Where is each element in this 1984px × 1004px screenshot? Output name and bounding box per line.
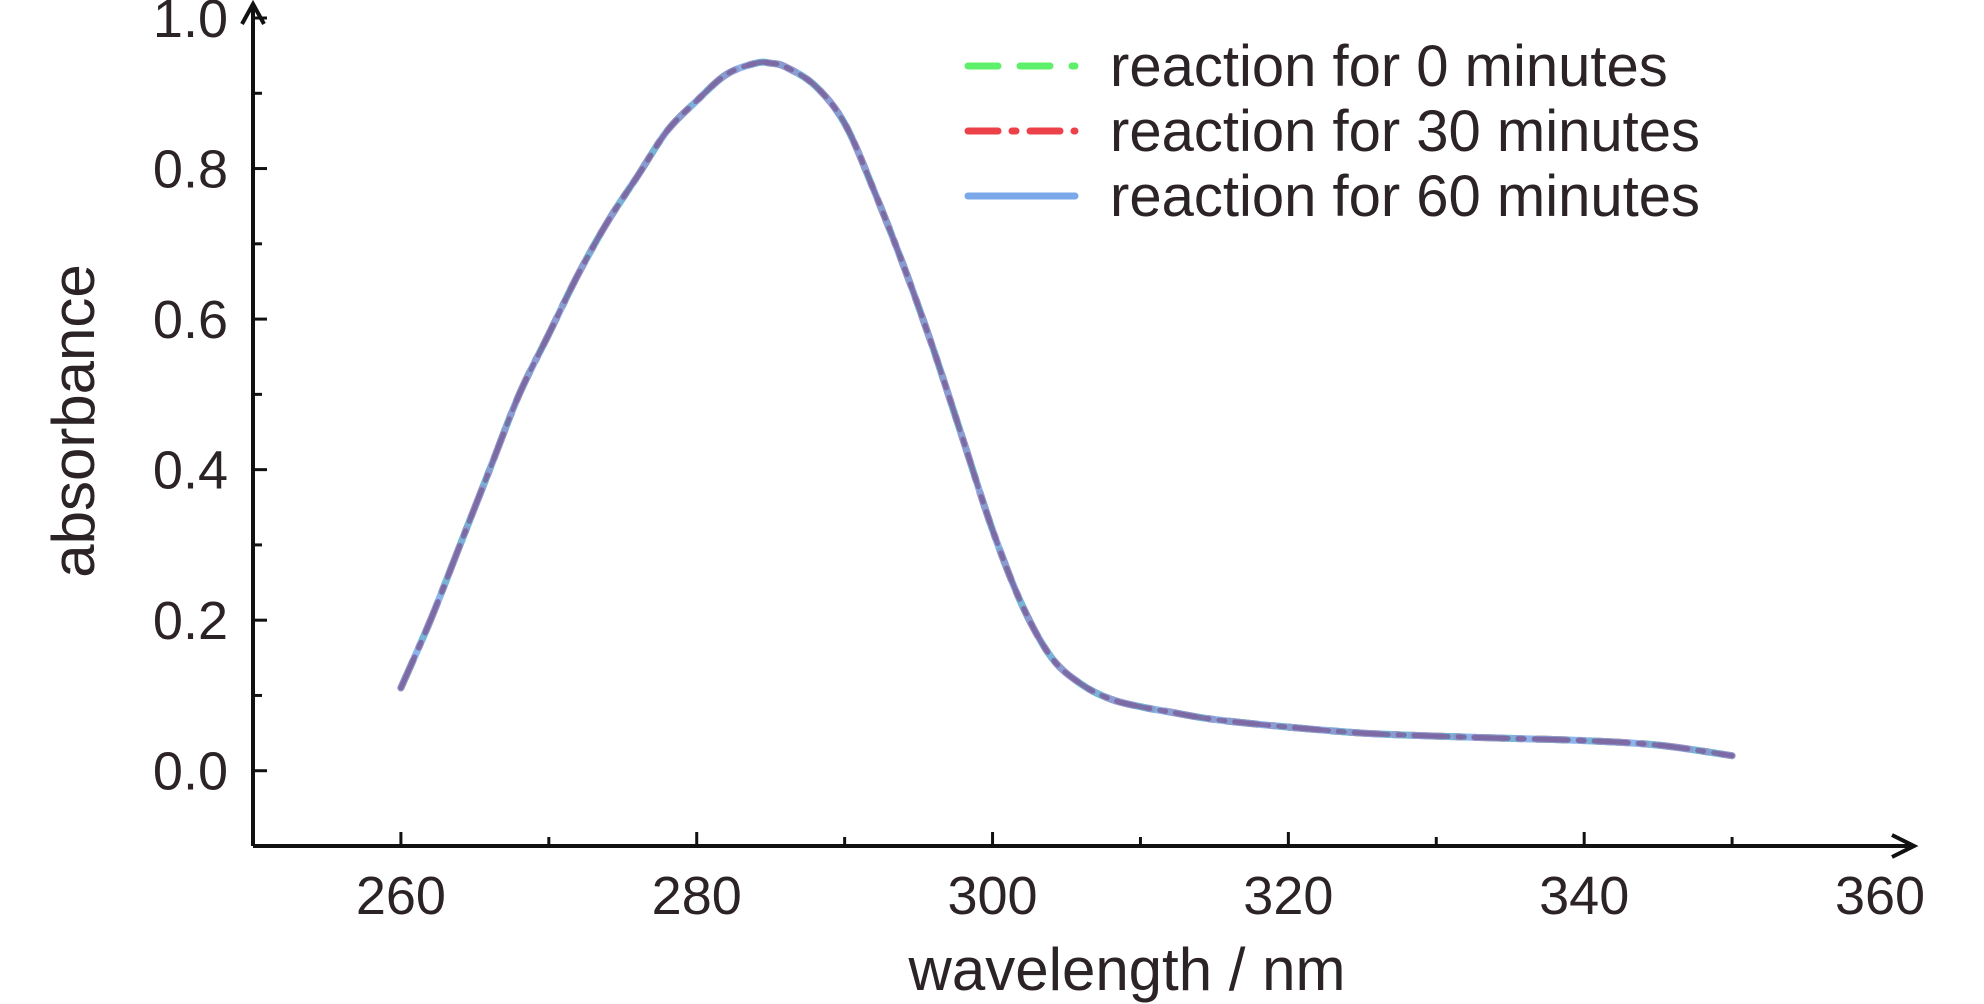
x-axis-arrow [1891,833,1919,859]
y-tick-label: 0.0 [153,742,228,802]
series-overlap-tint [398,59,1735,759]
y-tick-label: 0.6 [153,290,228,350]
axes [240,0,1919,859]
x-tick-label: 320 [1243,866,1333,926]
legend-label-2: reaction for 30 minutes [1110,99,1700,164]
x-tick-label: 300 [947,866,1037,926]
y-tick-label: 0.4 [153,441,228,501]
y-tick-label: 0.8 [153,140,228,200]
y-tick-label: 0.2 [153,591,228,651]
legend-label-3: reaction for 60 minutes [1110,164,1700,229]
x-tick-label: 260 [356,866,446,926]
x-tick-label: 280 [652,866,742,926]
legend-label-1: reaction for 0 minutes [1110,34,1668,99]
y-tick-label: 1.0 [153,0,228,49]
series-lines [397,58,1736,760]
ticks: 260 280 300 320 340 360 0.0 0.2 0.4 0.6 0.8 1.0 [153,0,1925,926]
x-axis-title: wavelength / nm [908,936,1346,1003]
y-axis-title: absorbance [40,264,107,578]
x-tick-label: 340 [1539,866,1629,926]
x-tick-label: 360 [1835,866,1925,926]
